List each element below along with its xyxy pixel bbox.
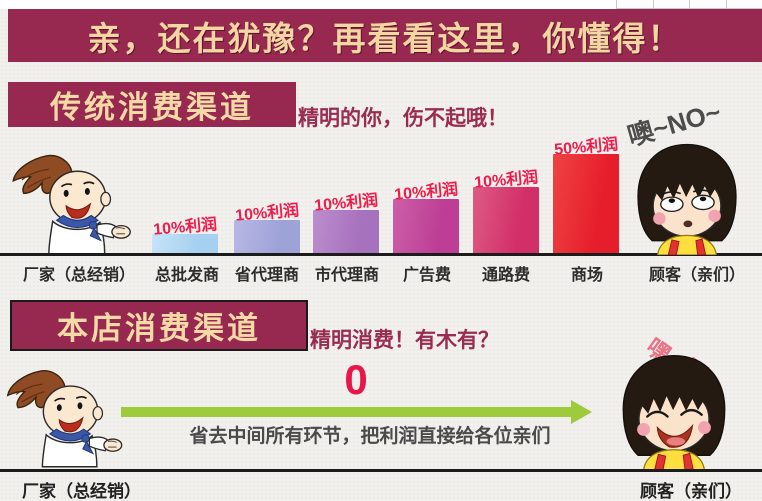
section2-subtitle: 精明消费！有木有？ bbox=[310, 329, 499, 352]
bottom-right-label: 顾客（亲们） bbox=[640, 482, 742, 501]
green-arrow-head bbox=[571, 400, 592, 424]
profit-bar bbox=[152, 234, 218, 254]
chart-category-label: 厂家（总经销） bbox=[22, 267, 135, 284]
grid-cell bbox=[725, 0, 762, 8]
chart-category-label: 通路费 bbox=[481, 267, 530, 284]
green-arrow-shaft bbox=[121, 407, 571, 417]
chart-category-label: 广告费 bbox=[402, 267, 451, 284]
headline-banner: 亲，还在犹豫？再看看这里，你懂得！ bbox=[8, 9, 762, 62]
profit-bar-label: 10%利润 bbox=[473, 169, 539, 192]
bottom-baseline bbox=[0, 469, 762, 472]
chart-category-label: 市代理商 bbox=[314, 267, 379, 284]
grid-cell bbox=[616, 0, 653, 8]
grid-cell bbox=[689, 0, 726, 8]
top-white-strip bbox=[0, 0, 762, 9]
grid-cell bbox=[652, 0, 689, 8]
section2-title: 本店消费渠道 bbox=[57, 311, 261, 347]
profit-bar bbox=[393, 199, 459, 254]
chart-category-label: 总批发商 bbox=[154, 267, 219, 284]
bottom-left-label: 厂家（总经销） bbox=[22, 482, 141, 501]
profit-bar bbox=[553, 154, 619, 254]
profit-bar bbox=[234, 220, 300, 254]
customer-girl-sad-illustration bbox=[616, 141, 758, 255]
profit-bar bbox=[473, 187, 539, 254]
chart-axis-line bbox=[0, 253, 762, 256]
customer-girl-happy-illustration bbox=[604, 352, 744, 470]
spreadsheet-grid-fragment bbox=[616, 0, 762, 9]
chart-category-label: 顾客（亲们） bbox=[648, 267, 745, 284]
section1-title: 传统消费渠道 bbox=[50, 90, 254, 126]
profit-bar bbox=[313, 210, 379, 254]
section1-title-box: 传统消费渠道 bbox=[8, 82, 296, 127]
section2-title-box: 本店消费渠道 bbox=[10, 300, 308, 351]
direct-channel-caption: 省去中间所有环节，把利润直接给各位亲们 bbox=[189, 426, 551, 447]
factory-boy-illustration bbox=[8, 151, 134, 255]
chart-category-label: 省代理商 bbox=[234, 267, 299, 284]
zero-middlemen-value: 0 bbox=[344, 356, 368, 403]
factory-boy-illustration bbox=[3, 364, 125, 470]
section1-subtitle: 精明的你，伤不起哦！ bbox=[298, 107, 508, 130]
chart-category-label: 商场 bbox=[570, 267, 603, 284]
headline-text: 亲，还在犹豫？再看看这里，你懂得！ bbox=[87, 18, 683, 58]
